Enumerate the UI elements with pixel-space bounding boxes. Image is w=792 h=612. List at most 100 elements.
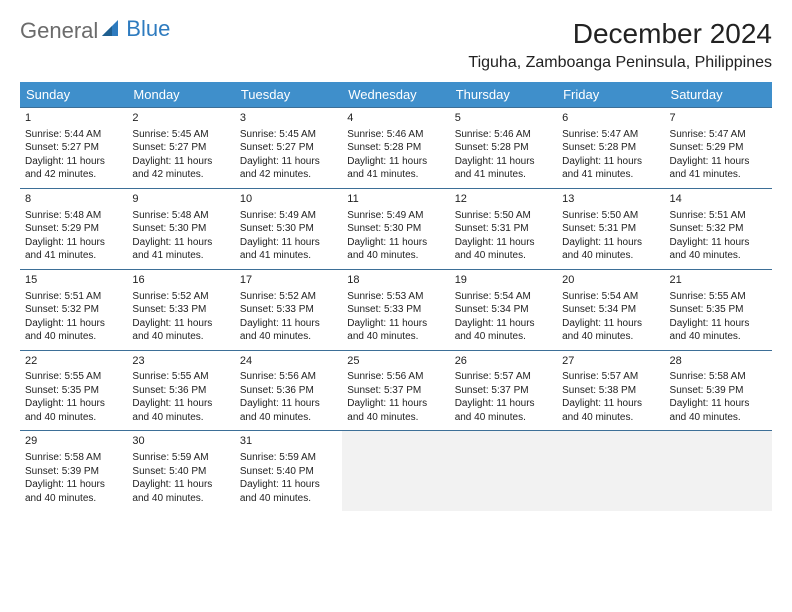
daylight-line: Daylight: 11 hours and 40 minutes. xyxy=(347,397,444,424)
calendar-day-cell: 23Sunrise: 5:55 AMSunset: 5:36 PMDayligh… xyxy=(127,350,234,431)
day-header: Tuesday xyxy=(235,82,342,108)
calendar-day-cell: 1Sunrise: 5:44 AMSunset: 5:27 PMDaylight… xyxy=(20,108,127,189)
day-number: 14 xyxy=(670,189,767,209)
calendar-empty-cell xyxy=(557,431,664,511)
sunset-line: Sunset: 5:36 PM xyxy=(132,384,229,398)
sunrise-line: Sunrise: 5:59 AM xyxy=(132,451,229,465)
sunset-line: Sunset: 5:33 PM xyxy=(347,303,444,317)
day-number: 20 xyxy=(562,270,659,290)
sunrise-line: Sunrise: 5:45 AM xyxy=(132,128,229,142)
sunrise-line: Sunrise: 5:55 AM xyxy=(670,290,767,304)
logo: General Blue xyxy=(20,18,170,43)
daylight-line: Daylight: 11 hours and 41 minutes. xyxy=(25,236,122,263)
sunrise-line: Sunrise: 5:48 AM xyxy=(132,209,229,223)
daylight-line: Daylight: 11 hours and 41 minutes. xyxy=(132,236,229,263)
calendar-week-row: 15Sunrise: 5:51 AMSunset: 5:32 PMDayligh… xyxy=(20,269,772,350)
calendar-page: General Blue December 2024 Tiguha, Zambo… xyxy=(0,0,792,511)
calendar-table: SundayMondayTuesdayWednesdayThursdayFrid… xyxy=(20,82,772,511)
sunset-line: Sunset: 5:37 PM xyxy=(347,384,444,398)
daylight-line: Daylight: 11 hours and 40 minutes. xyxy=(347,317,444,344)
calendar-day-cell: 11Sunrise: 5:49 AMSunset: 5:30 PMDayligh… xyxy=(342,188,449,269)
daylight-line: Daylight: 11 hours and 42 minutes. xyxy=(240,155,337,182)
sunset-line: Sunset: 5:39 PM xyxy=(25,465,122,479)
calendar-day-cell: 31Sunrise: 5:59 AMSunset: 5:40 PMDayligh… xyxy=(235,431,342,511)
day-number: 16 xyxy=(132,270,229,290)
calendar-day-cell: 12Sunrise: 5:50 AMSunset: 5:31 PMDayligh… xyxy=(450,188,557,269)
day-header: Wednesday xyxy=(342,82,449,108)
sunset-line: Sunset: 5:36 PM xyxy=(240,384,337,398)
month-title: December 2024 xyxy=(468,18,772,50)
sunrise-line: Sunrise: 5:50 AM xyxy=(455,209,552,223)
sunrise-line: Sunrise: 5:46 AM xyxy=(455,128,552,142)
title-block: December 2024 Tiguha, Zamboanga Peninsul… xyxy=(468,18,772,72)
sunrise-line: Sunrise: 5:55 AM xyxy=(132,370,229,384)
daylight-line: Daylight: 11 hours and 40 minutes. xyxy=(562,317,659,344)
day-number: 28 xyxy=(670,351,767,371)
calendar-day-cell: 25Sunrise: 5:56 AMSunset: 5:37 PMDayligh… xyxy=(342,350,449,431)
calendar-day-cell: 26Sunrise: 5:57 AMSunset: 5:37 PMDayligh… xyxy=(450,350,557,431)
sunrise-line: Sunrise: 5:59 AM xyxy=(240,451,337,465)
calendar-week-row: 22Sunrise: 5:55 AMSunset: 5:35 PMDayligh… xyxy=(20,350,772,431)
sunset-line: Sunset: 5:40 PM xyxy=(132,465,229,479)
calendar-day-cell: 27Sunrise: 5:57 AMSunset: 5:38 PMDayligh… xyxy=(557,350,664,431)
sunrise-line: Sunrise: 5:56 AM xyxy=(347,370,444,384)
sunrise-line: Sunrise: 5:56 AM xyxy=(240,370,337,384)
day-number: 31 xyxy=(240,431,337,451)
daylight-line: Daylight: 11 hours and 41 minutes. xyxy=(347,155,444,182)
sunset-line: Sunset: 5:35 PM xyxy=(670,303,767,317)
calendar-day-cell: 18Sunrise: 5:53 AMSunset: 5:33 PMDayligh… xyxy=(342,269,449,350)
sunset-line: Sunset: 5:27 PM xyxy=(25,141,122,155)
day-number: 21 xyxy=(670,270,767,290)
daylight-line: Daylight: 11 hours and 40 minutes. xyxy=(562,236,659,263)
calendar-week-row: 29Sunrise: 5:58 AMSunset: 5:39 PMDayligh… xyxy=(20,431,772,511)
daylight-line: Daylight: 11 hours and 40 minutes. xyxy=(562,397,659,424)
sunrise-line: Sunrise: 5:54 AM xyxy=(455,290,552,304)
sunset-line: Sunset: 5:27 PM xyxy=(132,141,229,155)
calendar-day-cell: 20Sunrise: 5:54 AMSunset: 5:34 PMDayligh… xyxy=(557,269,664,350)
sunrise-line: Sunrise: 5:46 AM xyxy=(347,128,444,142)
sunset-line: Sunset: 5:35 PM xyxy=(25,384,122,398)
sunset-line: Sunset: 5:30 PM xyxy=(347,222,444,236)
day-number: 15 xyxy=(25,270,122,290)
sunset-line: Sunset: 5:32 PM xyxy=(25,303,122,317)
sunrise-line: Sunrise: 5:51 AM xyxy=(670,209,767,223)
sunrise-line: Sunrise: 5:54 AM xyxy=(562,290,659,304)
calendar-empty-cell xyxy=(665,431,772,511)
logo-word2: Blue xyxy=(126,18,170,40)
calendar-day-cell: 2Sunrise: 5:45 AMSunset: 5:27 PMDaylight… xyxy=(127,108,234,189)
page-header: General Blue December 2024 Tiguha, Zambo… xyxy=(20,18,772,72)
logo-word1: General xyxy=(20,20,98,42)
sunrise-line: Sunrise: 5:51 AM xyxy=(25,290,122,304)
day-number: 11 xyxy=(347,189,444,209)
calendar-day-cell: 5Sunrise: 5:46 AMSunset: 5:28 PMDaylight… xyxy=(450,108,557,189)
location-text: Tiguha, Zamboanga Peninsula, Philippines xyxy=(468,54,772,72)
sunrise-line: Sunrise: 5:57 AM xyxy=(562,370,659,384)
sunrise-line: Sunrise: 5:57 AM xyxy=(455,370,552,384)
sunset-line: Sunset: 5:32 PM xyxy=(670,222,767,236)
daylight-line: Daylight: 11 hours and 42 minutes. xyxy=(25,155,122,182)
calendar-day-cell: 14Sunrise: 5:51 AMSunset: 5:32 PMDayligh… xyxy=(665,188,772,269)
sunset-line: Sunset: 5:34 PM xyxy=(455,303,552,317)
day-header: Friday xyxy=(557,82,664,108)
daylight-line: Daylight: 11 hours and 40 minutes. xyxy=(240,317,337,344)
sunset-line: Sunset: 5:31 PM xyxy=(562,222,659,236)
day-number: 7 xyxy=(670,108,767,128)
day-number: 10 xyxy=(240,189,337,209)
sunrise-line: Sunrise: 5:47 AM xyxy=(562,128,659,142)
sunset-line: Sunset: 5:31 PM xyxy=(455,222,552,236)
day-number: 2 xyxy=(132,108,229,128)
sunset-line: Sunset: 5:28 PM xyxy=(347,141,444,155)
sunset-line: Sunset: 5:30 PM xyxy=(240,222,337,236)
daylight-line: Daylight: 11 hours and 40 minutes. xyxy=(455,236,552,263)
calendar-empty-cell xyxy=(450,431,557,511)
sunrise-line: Sunrise: 5:50 AM xyxy=(562,209,659,223)
daylight-line: Daylight: 11 hours and 40 minutes. xyxy=(670,317,767,344)
daylight-line: Daylight: 11 hours and 40 minutes. xyxy=(670,236,767,263)
sunrise-line: Sunrise: 5:48 AM xyxy=(25,209,122,223)
day-number: 26 xyxy=(455,351,552,371)
daylight-line: Daylight: 11 hours and 40 minutes. xyxy=(25,317,122,344)
day-number: 6 xyxy=(562,108,659,128)
sunrise-line: Sunrise: 5:58 AM xyxy=(25,451,122,465)
day-number: 5 xyxy=(455,108,552,128)
sunset-line: Sunset: 5:28 PM xyxy=(562,141,659,155)
